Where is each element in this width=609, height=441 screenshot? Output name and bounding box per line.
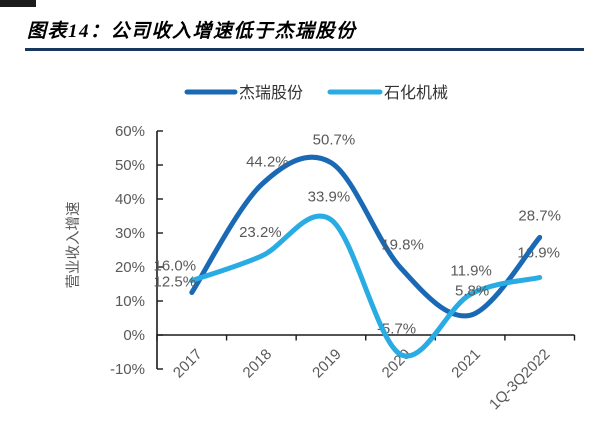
y-tick-label: 50% xyxy=(115,157,145,174)
y-tick-label: 20% xyxy=(115,259,145,276)
data-label: 50.7% xyxy=(313,132,356,149)
y-tick-label: 30% xyxy=(115,225,145,242)
x-tick-label: 2018 xyxy=(240,346,276,382)
y-tick-label: 60% xyxy=(115,123,145,140)
y-tick-label: 0% xyxy=(123,327,145,344)
y-tick-label: 40% xyxy=(115,191,145,208)
data-label: 12.5% xyxy=(154,274,197,291)
x-tick-label: 1Q-3Q2022 xyxy=(486,346,553,413)
x-tick-label: 2021 xyxy=(448,346,484,382)
x-tick-label: 2019 xyxy=(309,346,345,382)
y-axis-title: 营业收入增速 xyxy=(65,202,82,289)
data-label: 33.9% xyxy=(308,189,351,206)
title-rule xyxy=(25,48,584,51)
y-tick-label: -10% xyxy=(110,361,145,378)
page-corner-fragment xyxy=(0,0,36,7)
legend-label: 杰瑞股份 xyxy=(239,84,303,102)
data-label: 11.9% xyxy=(450,263,491,280)
series-line-0 xyxy=(189,154,543,319)
data-label: 19.8% xyxy=(381,237,424,254)
data-label: 44.2% xyxy=(246,154,289,171)
y-tick-label: 10% xyxy=(115,293,145,310)
data-label: 5.8% xyxy=(455,282,489,299)
figure-title: 图表14：公司收入增速低于杰瑞股份 xyxy=(27,21,357,42)
data-label: 23.2% xyxy=(239,224,282,241)
series-line-1 xyxy=(189,213,543,359)
data-label: 16.0% xyxy=(154,258,197,275)
x-tick-label: 2017 xyxy=(170,346,206,382)
data-label: 28.7% xyxy=(518,207,561,224)
legend-label: 石化机械 xyxy=(384,84,448,102)
